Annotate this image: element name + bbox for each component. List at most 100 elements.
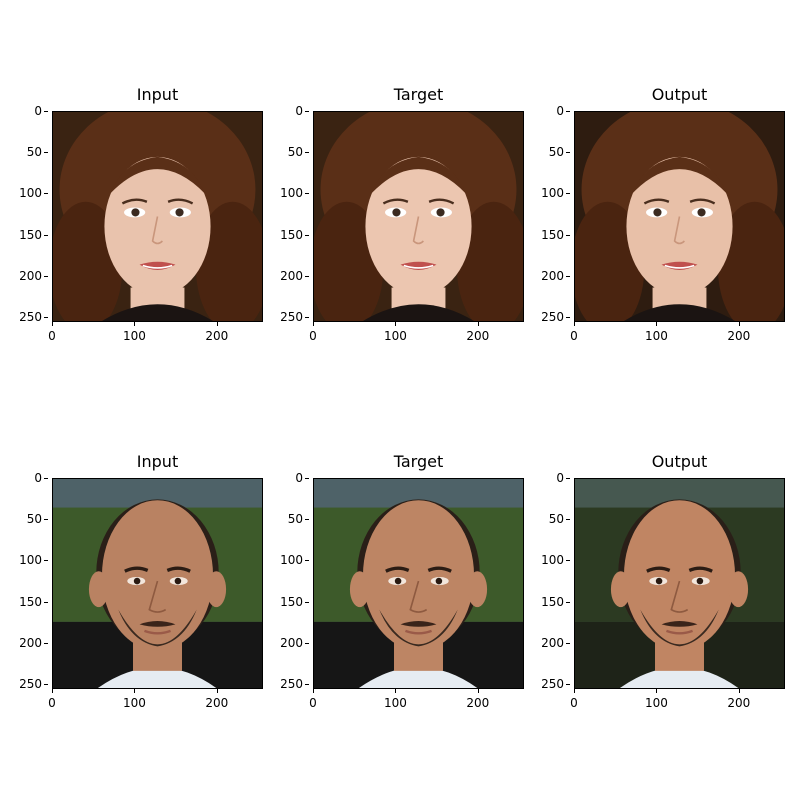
bald-man-face-image: [575, 479, 784, 688]
x-tick-label: 200: [466, 696, 490, 710]
x-tick-label: 0: [48, 696, 56, 710]
y-tick-mark: [44, 684, 48, 686]
y-tick-label: 150: [541, 227, 564, 242]
x-tick-label: 200: [205, 696, 229, 710]
y-tick-label: 150: [280, 227, 303, 242]
woman-face-image: [53, 112, 262, 321]
y-tick-mark: [305, 193, 309, 195]
y-tick-mark: [305, 152, 309, 154]
y-tick-mark: [44, 560, 48, 562]
x-tick-mark: [656, 689, 658, 693]
woman-face-image: [314, 112, 523, 321]
x-tick-mark: [134, 322, 136, 326]
y-tick-label: 0: [34, 104, 42, 118]
y-tick-label: 200: [280, 635, 303, 650]
y-tick-label: 250: [541, 310, 564, 325]
y-tick-mark: [44, 193, 48, 195]
y-tick-mark: [305, 275, 309, 277]
y-tick-label: 0: [295, 104, 303, 118]
y-tick-mark: [566, 111, 570, 112]
y-tick-mark: [44, 478, 48, 479]
panel-title: Target: [393, 85, 444, 104]
y-tick-label: 100: [541, 186, 564, 201]
y-tick-mark: [44, 601, 48, 603]
x-tick-mark: [477, 689, 479, 693]
x-tick-label: 200: [466, 329, 490, 343]
y-tick-mark: [566, 684, 570, 686]
y-tick-label: 200: [280, 268, 303, 283]
x-tick-label: 200: [205, 329, 229, 343]
y-tick-label: 50: [287, 512, 303, 527]
y-tick-label: 50: [26, 512, 42, 527]
y-tick-mark: [44, 234, 48, 236]
x-tick-label: 0: [309, 329, 317, 343]
face-image: [52, 111, 263, 322]
x-tick-mark: [216, 689, 218, 693]
y-tick-label: 0: [34, 471, 42, 485]
image-panel-output: Output: [541, 452, 785, 710]
x-tick-mark: [395, 322, 397, 326]
x-tick-label: 100: [383, 696, 407, 710]
y-tick-mark: [44, 275, 48, 277]
face-image: [313, 478, 524, 689]
y-tick-mark: [305, 317, 309, 319]
x-tick-label: 0: [48, 329, 56, 343]
woman-face-image: [575, 112, 784, 321]
panel-title: Input: [136, 452, 179, 471]
y-tick-label: 0: [295, 471, 303, 485]
image-panel-output: Output 0 50 100 150 200 250 0 100 200: [541, 85, 785, 343]
y-tick-label: 100: [541, 553, 564, 568]
y-tick-label: 100: [280, 553, 303, 568]
face-image: [574, 478, 785, 689]
y-tick-mark: [566, 193, 570, 195]
x-tick-label: 0: [570, 696, 578, 710]
x-tick-mark: [738, 689, 740, 693]
x-tick-mark: [134, 689, 136, 693]
x-tick-label: 100: [644, 696, 668, 710]
x-tick-label: 0: [570, 329, 578, 343]
x-tick-mark: [52, 689, 53, 693]
x-tick-mark: [395, 689, 397, 693]
y-tick-label: 150: [541, 594, 564, 609]
y-tick-mark: [305, 601, 309, 603]
image-panel-target: Target 0 50 100 150 200 250 0 100 200: [280, 85, 524, 343]
x-tick-label: 200: [727, 696, 751, 710]
y-tick-mark: [44, 152, 48, 154]
x-tick-label: 100: [644, 329, 668, 343]
y-tick-label: 0: [556, 104, 564, 118]
y-tick-mark: [566, 317, 570, 319]
x-tick-label: 100: [383, 329, 407, 343]
x-tick-mark: [52, 322, 53, 326]
image-panel-input: Input 0: [19, 452, 263, 710]
y-tick-mark: [566, 642, 570, 644]
y-tick-mark: [305, 234, 309, 236]
y-tick-mark: [44, 317, 48, 319]
y-tick-label: 250: [280, 310, 303, 325]
y-tick-label: 50: [548, 145, 564, 160]
y-tick-mark: [566, 601, 570, 603]
bald-man-face-image: [53, 479, 262, 688]
y-tick-label: 250: [541, 677, 564, 692]
x-tick-mark: [656, 322, 658, 326]
y-tick-mark: [44, 111, 48, 112]
panel-title: Input: [136, 85, 179, 104]
y-tick-label: 50: [287, 145, 303, 160]
x-tick-label: 100: [122, 329, 146, 343]
y-tick-label: 200: [541, 268, 564, 283]
y-tick-mark: [305, 478, 309, 479]
x-tick-mark: [313, 322, 314, 326]
face-image: [52, 478, 263, 689]
y-tick-label: 100: [19, 553, 42, 568]
x-tick-label: 0: [309, 696, 317, 710]
y-tick-mark: [566, 152, 570, 154]
y-tick-label: 50: [26, 145, 42, 160]
y-tick-mark: [566, 478, 570, 479]
x-tick-mark: [477, 322, 479, 326]
panel-title: Output: [651, 85, 708, 104]
y-tick-mark: [566, 519, 570, 521]
y-tick-mark: [305, 642, 309, 644]
x-tick-mark: [574, 322, 575, 326]
y-tick-label: 100: [280, 186, 303, 201]
bald-man-face-image: [314, 479, 523, 688]
y-tick-label: 100: [19, 186, 42, 201]
